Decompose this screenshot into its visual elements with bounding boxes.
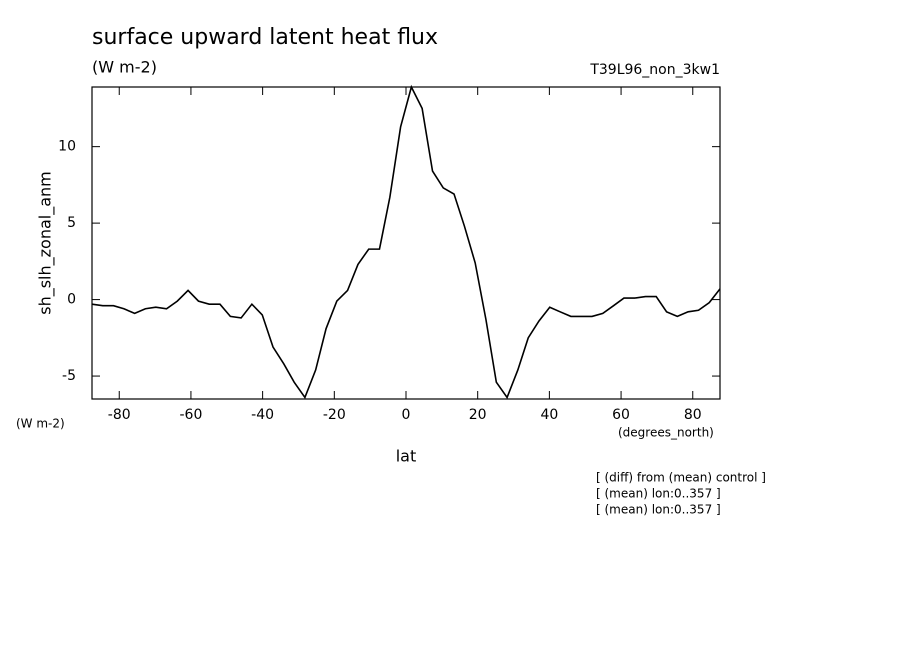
data-line <box>91 84 721 400</box>
x-tick-label: -20 <box>323 407 346 423</box>
y-tick-label: -5 <box>62 368 76 384</box>
units: (W m-2) <box>92 58 157 77</box>
y-tick-label: 5 <box>67 215 76 231</box>
x-tick-label: 40 <box>540 407 558 423</box>
x-tick-label: 80 <box>684 407 702 423</box>
x-tick-label: 0 <box>402 407 411 423</box>
x-axis-label: lat <box>396 447 417 466</box>
y-units: (W m-2) <box>16 417 65 431</box>
x-units: (degrees_north) <box>618 426 714 440</box>
y-axis-label: sh_slh_zonal_anm <box>36 171 56 315</box>
x-tick-label: -80 <box>108 407 131 423</box>
note: [ (mean) lon:0..357 ] <box>596 487 721 501</box>
note: [ (mean) lon:0..357 ] <box>596 503 721 517</box>
y-tick-label: 10 <box>58 139 76 155</box>
chart-title: surface upward latent heat flux <box>92 25 438 50</box>
x-tick-label: -60 <box>179 407 202 423</box>
plot-frame <box>91 86 721 400</box>
dataset: T39L96_non_3kw1 <box>589 62 720 78</box>
y-tick-label: 0 <box>67 292 76 308</box>
note: [ (diff) from (mean) control ] <box>596 471 766 485</box>
x-tick-label: -40 <box>251 407 274 423</box>
x-tick-label: 20 <box>469 407 487 423</box>
x-tick-label: 60 <box>612 407 630 423</box>
